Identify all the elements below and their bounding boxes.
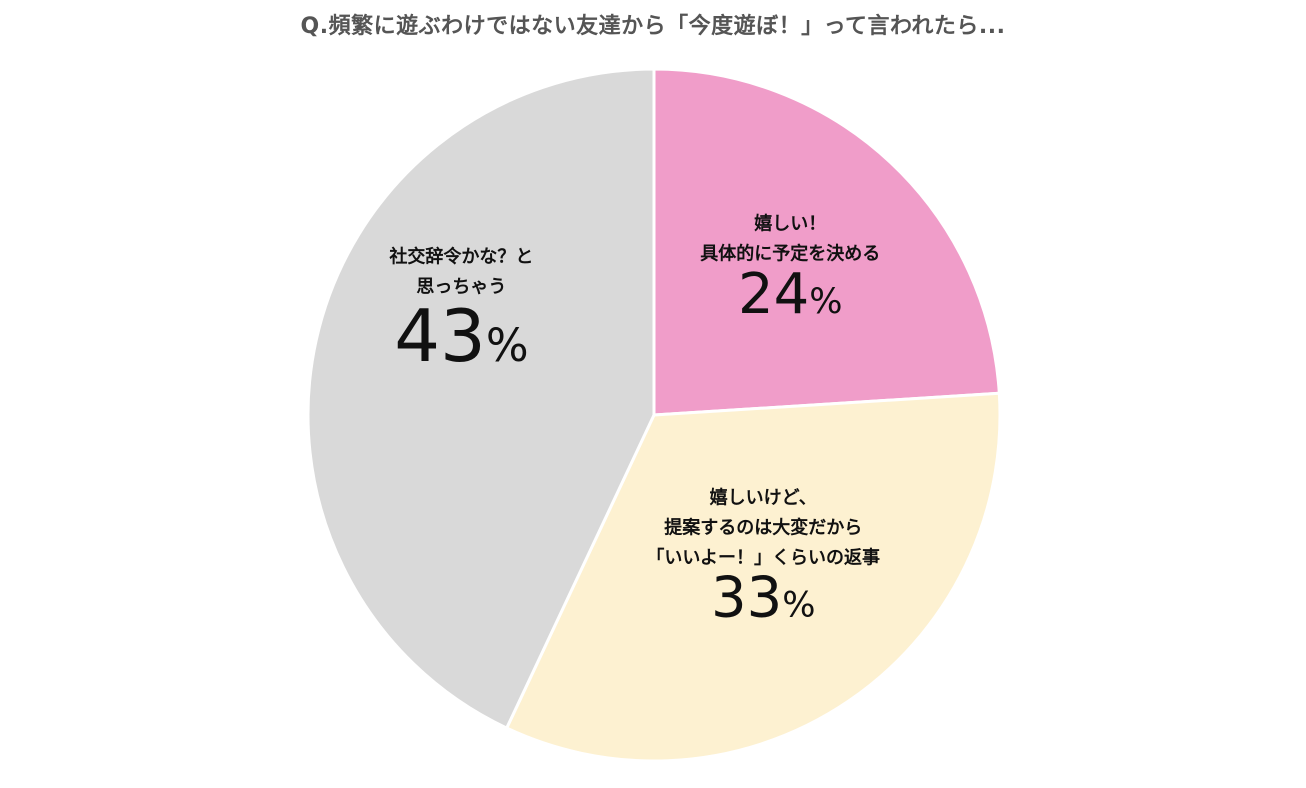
slice-percent-label: 24% [738, 262, 843, 327]
percent-unit: % [809, 282, 842, 322]
percent-unit: % [486, 319, 529, 372]
percent-unit: % [782, 586, 815, 626]
slice-percent-label: 43% [394, 294, 528, 378]
pie-slices [306, 67, 1002, 763]
slice-label-line: 社交辞令かな？と [389, 246, 533, 268]
percent-value: 33 [711, 566, 782, 631]
percent-value: 24 [738, 262, 809, 327]
slice-label-line: 嬉しい！ [754, 213, 826, 235]
slice-label-line: 提案するのは大変だから [664, 516, 862, 538]
pie-slice-1 [652, 67, 1001, 417]
chart-title: Q.頻繁に遊ぶわけではない友達から「今度遊ぼ！」って言われたら... [300, 14, 1006, 39]
slice-label-line: 「いいよー！」くらいの返事 [646, 546, 880, 568]
slice-percent-label: 33% [711, 566, 816, 631]
slice-label-line: 思っちゃう [416, 277, 506, 298]
slice-label-line: 嬉しいけど、 [710, 486, 817, 508]
pie-slice-3 [306, 67, 656, 730]
pie-slice-2 [505, 391, 1002, 763]
pie-labels: 嬉しい！具体的に予定を決める24%嬉しいけど、提案するのは大変だから「いいよー！… [389, 213, 880, 631]
slice-label-line: 具体的に予定を決める [700, 243, 880, 265]
percent-value: 43 [394, 294, 486, 378]
